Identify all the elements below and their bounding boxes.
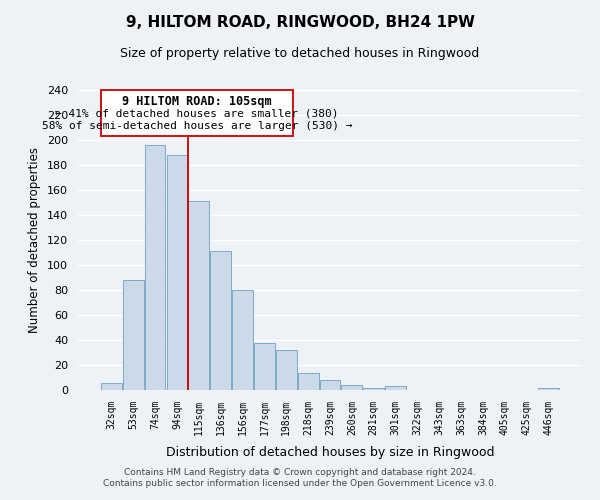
Bar [254,342,275,390]
Bar [298,372,319,390]
Bar [341,385,362,390]
Text: 58% of semi-detached houses are larger (530) →: 58% of semi-detached houses are larger (… [41,121,352,131]
Bar [364,388,384,390]
Bar [210,251,231,390]
Bar [320,380,340,390]
Bar [538,388,559,390]
Bar [188,201,209,390]
Bar [232,290,253,390]
Bar [276,350,296,390]
Y-axis label: Number of detached properties: Number of detached properties [28,147,41,333]
Bar [145,145,166,390]
Text: 9 HILTOM ROAD: 105sqm: 9 HILTOM ROAD: 105sqm [122,95,272,108]
FancyBboxPatch shape [101,90,293,136]
Bar [123,280,143,390]
Text: Contains HM Land Registry data © Crown copyright and database right 2024.
Contai: Contains HM Land Registry data © Crown c… [103,468,497,487]
Bar [167,155,187,390]
Text: ← 41% of detached houses are smaller (380): ← 41% of detached houses are smaller (38… [55,109,338,118]
Text: 9, HILTOM ROAD, RINGWOOD, BH24 1PW: 9, HILTOM ROAD, RINGWOOD, BH24 1PW [125,15,475,30]
Bar [101,382,122,390]
Text: Size of property relative to detached houses in Ringwood: Size of property relative to detached ho… [121,48,479,60]
X-axis label: Distribution of detached houses by size in Ringwood: Distribution of detached houses by size … [166,446,494,459]
Bar [385,386,406,390]
